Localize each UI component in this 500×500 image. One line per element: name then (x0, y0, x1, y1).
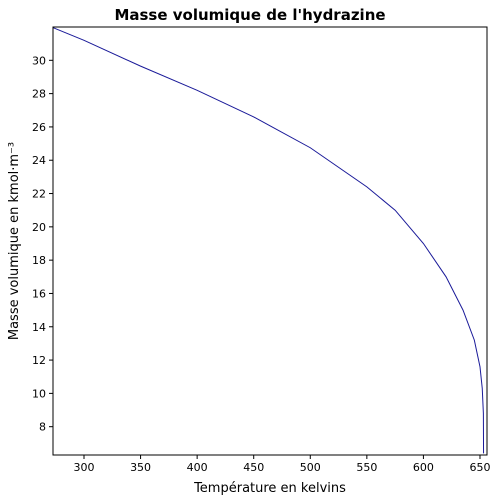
y-tick-label: 14 (32, 321, 46, 334)
y-tick-label: 26 (32, 121, 46, 134)
y-tick-label: 22 (32, 188, 46, 201)
x-tick-label: 550 (356, 461, 377, 474)
x-axis-label: Température en kelvins (193, 481, 346, 496)
y-tick-label: 10 (32, 387, 46, 400)
data-line (53, 27, 485, 454)
y-tick-label: 8 (39, 421, 46, 434)
y-tick-label: 12 (32, 354, 46, 367)
y-tick-label: 20 (32, 221, 46, 234)
x-tick-label: 650 (469, 461, 490, 474)
y-tick-label: 16 (32, 287, 46, 300)
x-tick-label: 350 (130, 461, 151, 474)
y-tick-label: 28 (32, 88, 46, 101)
x-tick-label: 400 (187, 461, 208, 474)
y-axis-label: Masse volumique en kmol·m⁻³ (7, 142, 22, 340)
x-tick-label: 450 (243, 461, 264, 474)
x-tick-label: 600 (413, 461, 434, 474)
plot-frame (52, 26, 488, 456)
y-tick-label: 30 (32, 54, 46, 67)
x-tick-label: 500 (300, 461, 321, 474)
y-tick-label: 18 (32, 254, 46, 267)
y-tick-label: 24 (32, 154, 46, 167)
x-tick-label: 300 (74, 461, 95, 474)
chart-title: Masse volumique de l'hydrazine (114, 6, 385, 24)
